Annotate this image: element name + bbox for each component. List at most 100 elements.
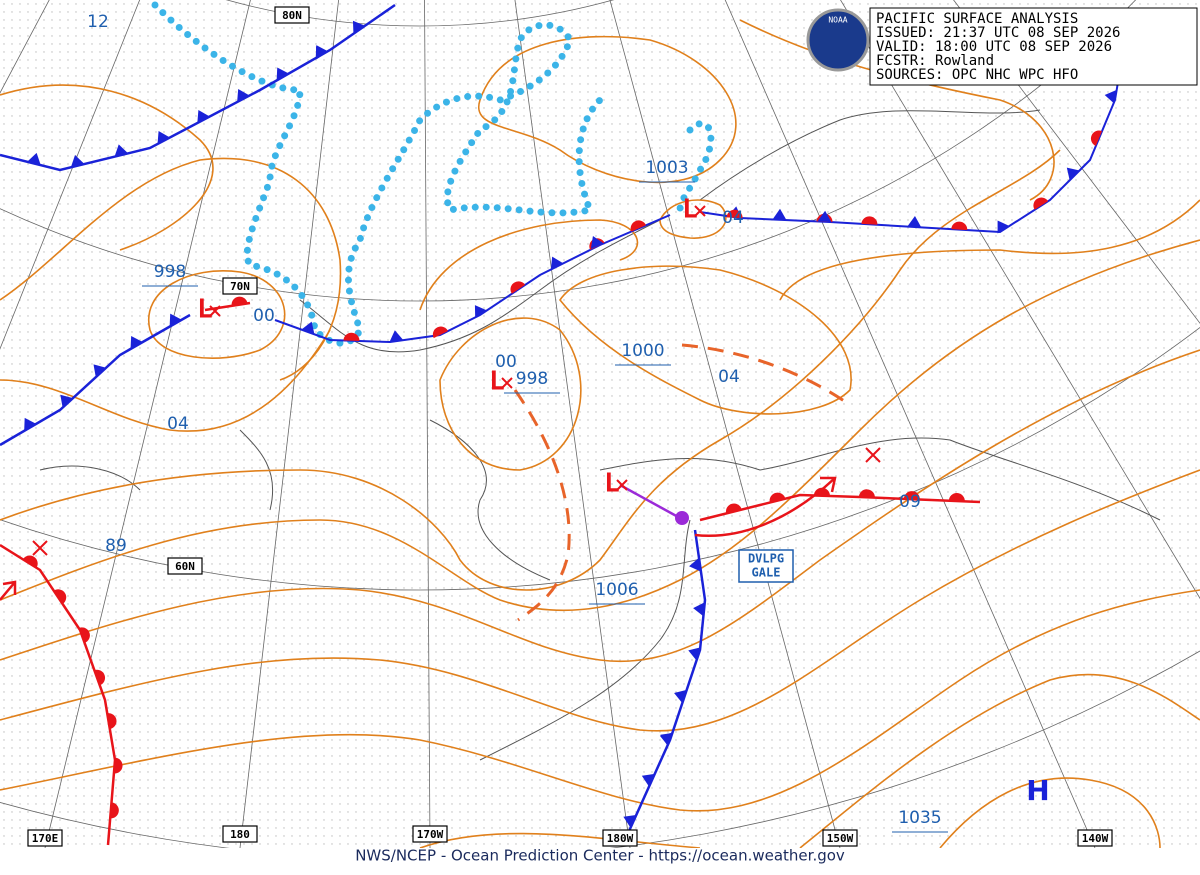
isobar-label: 04	[722, 208, 744, 228]
front-marker	[1033, 197, 1049, 210]
high-symbol: H	[1026, 774, 1049, 807]
low-symbol: L	[604, 469, 620, 499]
footer: NWS/NCEP - Ocean Prediction Center - htt…	[355, 847, 845, 865]
grid-label-box	[222, 825, 258, 843]
meridian	[424, 0, 431, 849]
pressure-center: 998	[516, 369, 548, 389]
pressure-center: 1000	[621, 341, 664, 361]
warning-text: DVLPG	[748, 552, 784, 566]
meridian	[44, 0, 251, 849]
grid-label-box	[167, 557, 203, 575]
cold-front	[0, 313, 191, 447]
latitude-line	[0, 0, 1136, 302]
coastlines	[39, 109, 1161, 761]
grid-label: 70N	[230, 280, 250, 293]
front-marker	[693, 602, 705, 617]
title: PACIFIC SURFACE ANALYSIS	[876, 11, 1078, 27]
front-marker	[389, 330, 404, 343]
pressure-center: 1006	[595, 580, 638, 600]
front-marker	[24, 417, 37, 431]
front-marker	[907, 215, 922, 228]
front-marker	[817, 210, 832, 223]
front-marker	[301, 321, 315, 335]
grid-label: 60N	[175, 560, 195, 573]
grid-label: 140W	[1082, 832, 1109, 845]
front-marker	[93, 364, 107, 378]
front-marker	[769, 492, 786, 503]
warning-text: GALE	[752, 566, 781, 580]
front-marker	[660, 732, 674, 746]
front-marker	[1090, 130, 1103, 146]
front-marker	[315, 46, 328, 60]
stationary-front	[699, 69, 1121, 234]
meridian	[514, 0, 631, 849]
grid-label: 80N	[282, 9, 302, 22]
front-marker	[623, 814, 637, 828]
front-marker	[22, 555, 38, 568]
front-marker	[352, 20, 365, 34]
grid-label: 170W	[417, 828, 444, 841]
warm-front	[699, 493, 981, 522]
front-marker	[590, 236, 604, 249]
footer-bg	[0, 848, 1200, 875]
front-marker	[510, 281, 526, 294]
grid-label-box	[222, 277, 258, 295]
front-marker	[343, 332, 360, 341]
sources: SOURCES: OPC NHC WPC HFO	[876, 67, 1078, 83]
front-marker	[1066, 167, 1080, 181]
title-box: NOAA PACIFIC SURFACE ANALYSIS ISSUED: 21…	[806, 7, 1198, 86]
low-symbol: L	[489, 367, 505, 397]
low-x	[694, 205, 706, 217]
isobar-label: 89	[105, 536, 127, 556]
front-marker	[27, 152, 41, 166]
front-marker	[725, 503, 742, 514]
ice-edge	[151, 1, 715, 347]
low-symbol: L	[682, 195, 698, 225]
grid-label-box	[412, 825, 448, 843]
low-x	[209, 305, 221, 317]
front-marker	[169, 313, 182, 327]
triple-point	[675, 511, 689, 525]
meridian	[0, 0, 50, 94]
isobar-label: 04	[718, 367, 740, 387]
front-marker	[94, 669, 106, 686]
motion-arrow	[0, 580, 17, 601]
isobar-label: 12	[87, 12, 109, 32]
pressure-center: 1003	[645, 158, 688, 178]
pressure-center: 998	[154, 262, 186, 282]
grid-label: 180W	[607, 832, 634, 845]
motion-arrow	[694, 476, 837, 537]
front-marker	[951, 221, 968, 231]
front-marker	[276, 67, 289, 81]
front-marker	[858, 489, 875, 498]
header-box	[869, 7, 1198, 86]
front-marker	[641, 773, 655, 787]
meridian	[0, 0, 141, 350]
low-x	[501, 377, 513, 389]
front-marker	[113, 757, 123, 774]
front-marker	[53, 589, 67, 604]
valid: VALID: 18:00 UTC 08 SEP 2026	[876, 39, 1112, 55]
front-marker	[60, 394, 73, 408]
front-marker	[231, 296, 248, 306]
logo-text: NOAA	[828, 16, 847, 25]
front-marker	[903, 491, 920, 500]
front-marker	[688, 647, 701, 661]
isobar-label: 00	[253, 306, 275, 326]
front-marker	[997, 220, 1010, 234]
front-marker	[110, 802, 119, 819]
forecaster: FCSTR: Rowland	[876, 53, 994, 69]
isobar-label: 04	[167, 414, 189, 434]
isobars	[0, 19, 1200, 849]
front-marker	[197, 110, 210, 124]
warning-box	[738, 549, 794, 583]
grid-label-box	[27, 829, 63, 847]
front-marker	[79, 627, 90, 643]
labels: L L L L H 1003 998 998 1000 1006 1035 12 00 04 89 00 04 0…	[27, 6, 1113, 847]
noaa-logo	[806, 8, 870, 72]
front-marker	[630, 220, 646, 232]
front-marker	[130, 335, 143, 349]
low-symbol: L	[197, 295, 213, 325]
meridian	[724, 0, 1096, 849]
grid-label-box	[1077, 829, 1113, 847]
